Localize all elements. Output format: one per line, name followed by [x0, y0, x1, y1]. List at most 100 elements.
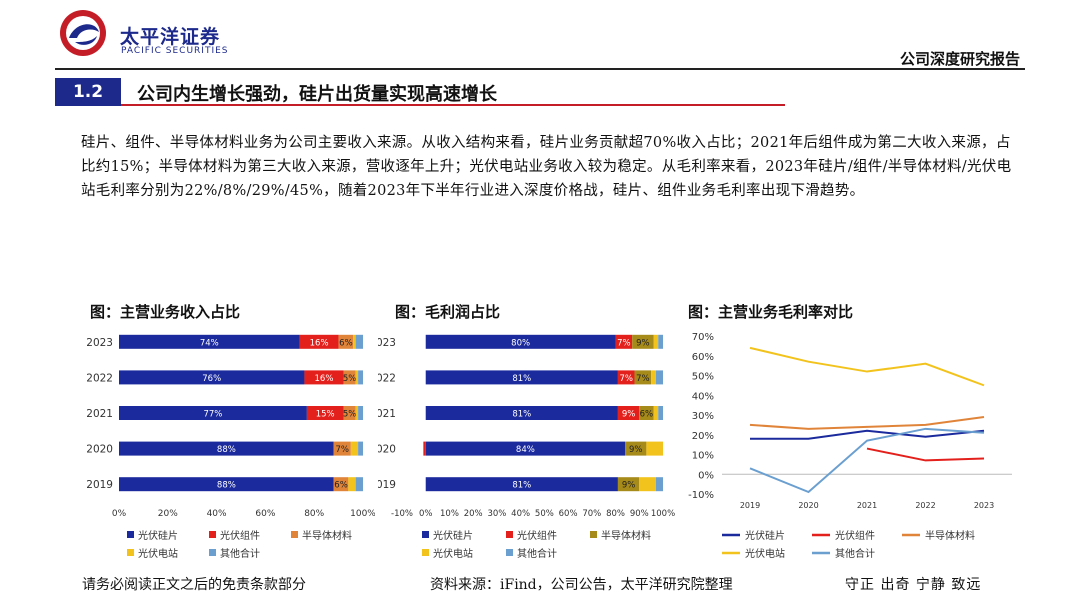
bar-segment: [355, 370, 359, 385]
data-label: 7%: [636, 374, 650, 384]
legend-label-module: 光伏组件: [835, 529, 875, 542]
x-tick-label: 20%: [158, 509, 178, 519]
company-motto: 守正 出奇 宁静 致远: [845, 577, 982, 593]
y-tick-label: 2023: [86, 337, 113, 349]
bar-segment: [658, 334, 663, 349]
bar-segment: [343, 406, 356, 420]
data-label: 81%: [512, 481, 531, 491]
bar-segment: [655, 477, 663, 492]
bar-segment: [350, 441, 359, 456]
bar-segment: [338, 334, 354, 349]
x-tick-label: 2019: [740, 501, 760, 510]
data-label: 7%: [617, 338, 631, 348]
x-tick-label: 10%: [440, 509, 459, 519]
bar-segment: [617, 370, 635, 385]
revenue-chart-title: 图：主营业务收入占比: [90, 303, 241, 321]
x-tick-label: 20%: [464, 509, 483, 519]
legend-swatch: [506, 531, 513, 538]
legend-label-semi: 半导体材料: [925, 529, 975, 542]
legend-label-wafer: 光伏硅片: [433, 529, 473, 542]
margin-chart-title: 图：主营业务毛利率对比: [688, 303, 854, 321]
data-label: 16%: [315, 374, 334, 384]
bar-segment: [355, 334, 363, 349]
data-label: 88%: [217, 445, 236, 455]
x-tick-label: -10%: [391, 509, 413, 519]
data-label: 81%: [512, 410, 531, 420]
series-line-wafer: [750, 429, 985, 440]
x-tick-label: 2020: [798, 501, 818, 510]
y-tick-label: 2019: [378, 479, 396, 491]
x-tick-label: 0%: [112, 509, 127, 519]
bar-segment: [425, 334, 616, 349]
pacific-securities-logo-icon: [60, 10, 106, 56]
data-label: 74%: [200, 338, 219, 348]
brand-name-en: PACIFIC SECURITIES: [121, 46, 229, 56]
bar-segment: [348, 477, 356, 492]
data-label: 88%: [217, 481, 236, 491]
y-tick-label: 30%: [692, 411, 714, 422]
bar-segment: [615, 334, 633, 349]
bar-segment: [658, 406, 663, 420]
section-heading: 1.2 公司内生增长强劲，硅片出货量实现高速增长: [55, 78, 1025, 110]
x-tick-label: 2023: [974, 501, 994, 510]
bar-segment: [119, 477, 334, 492]
x-tick-label: 30%: [487, 509, 506, 519]
data-label: 80%: [511, 338, 530, 348]
data-label: 16%: [310, 338, 329, 348]
data-label: 15%: [316, 410, 335, 420]
legend-label-wafer: 光伏硅片: [745, 529, 785, 542]
x-tick-label: 60%: [255, 509, 275, 519]
bar-segment: [355, 406, 359, 420]
margin-comparison-chart: -10% 0% 10% 20% 30% 40% 50% 60% 70% 2019 2020 2021 2…: [688, 332, 1012, 560]
bar-segment: [425, 370, 618, 385]
legend-label-station: 光伏电站: [138, 547, 178, 560]
data-label: 7%: [619, 374, 633, 384]
data-label: 6%: [334, 481, 348, 491]
header-divider: [55, 68, 1025, 70]
data-label: 9%: [629, 445, 643, 455]
bar-segment: [119, 406, 307, 420]
bar-segment: [119, 334, 300, 349]
disclaimer-note: 请务必阅读正文之后的免责条款部分: [82, 577, 306, 593]
bar-segment: [634, 370, 652, 385]
data-label: 5%: [343, 410, 357, 420]
bar-segment: [333, 477, 349, 492]
profit-chart-title: 图：毛利润占比: [395, 303, 501, 321]
legend-swatch: [127, 531, 134, 538]
y-tick-label: 20%: [692, 431, 714, 442]
legend-label-station: 光伏电站: [745, 547, 785, 560]
x-tick-label: 2021: [857, 501, 877, 510]
x-tick-label: 80%: [606, 509, 625, 519]
y-tick-label: -10%: [688, 490, 714, 501]
y-tick-label: 2019: [86, 479, 113, 491]
bar-segment: [343, 370, 356, 385]
bar-segment: [646, 441, 663, 456]
legend-label-other: 其他合计: [835, 547, 875, 560]
legend-label-station: 光伏电站: [433, 547, 473, 560]
revenue-share-chart: 2023 74% 16% 6% 2022 76% 16% 5% 2021 77% 15% 5% 2020…: [86, 334, 375, 560]
bar-segment: [353, 334, 356, 349]
y-tick-label: 60%: [692, 352, 714, 363]
legend-swatch: [422, 549, 429, 556]
y-tick-label: 2021: [86, 408, 113, 420]
section-title: 公司内生增长强劲，硅片出货量实现高速增长: [137, 84, 497, 105]
legend-label-semi: 半导体材料: [302, 529, 352, 542]
bar-segment: [425, 406, 618, 420]
y-tick-label: 10%: [692, 451, 714, 462]
page-header: 太平洋证券 PACIFIC SECURITIES 公司深度研究报告: [0, 0, 1080, 70]
x-tick-label: 2022: [915, 501, 935, 510]
legend-label-wafer: 光伏硅片: [138, 529, 178, 542]
y-tick-label: 2023: [378, 337, 396, 349]
y-tick-label: 50%: [692, 372, 714, 383]
bar-segment: [299, 334, 339, 349]
bar-segment: [639, 406, 654, 420]
legend-label-module: 光伏组件: [517, 529, 557, 542]
bar-segment: [306, 406, 344, 420]
y-tick-label: 40%: [692, 391, 714, 402]
x-tick-label: 80%: [304, 509, 324, 519]
data-label: 84%: [516, 445, 535, 455]
legend-swatch: [590, 531, 597, 538]
bar-segment: [358, 441, 363, 456]
bar-segment: [651, 370, 656, 385]
bar-segment: [425, 441, 626, 456]
